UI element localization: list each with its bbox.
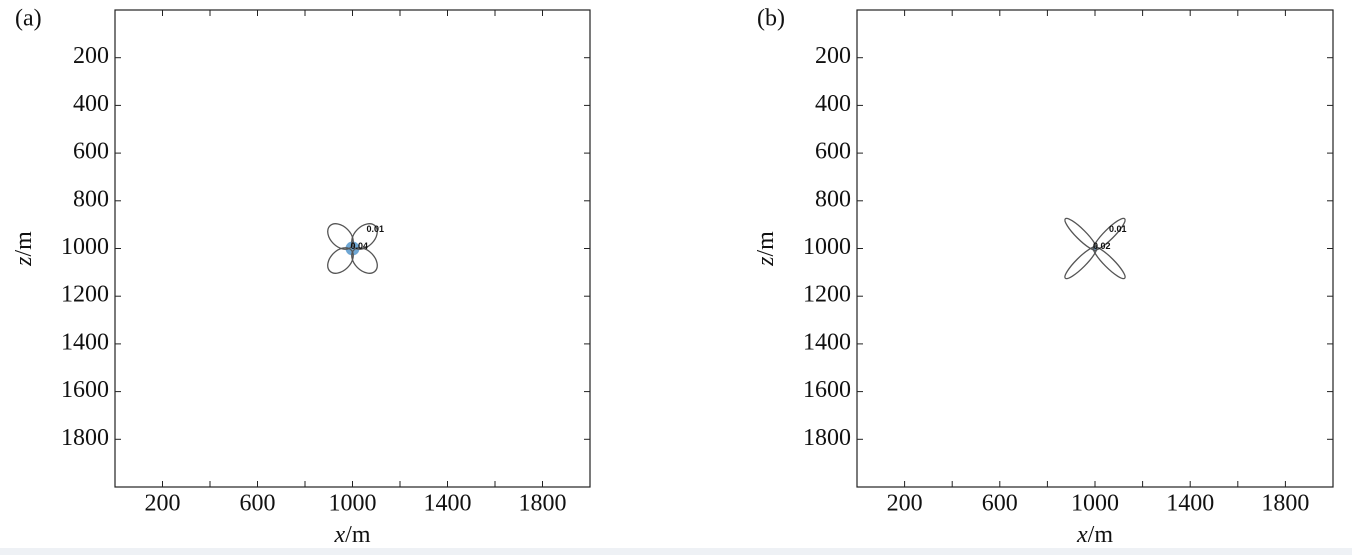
axis-var: z <box>753 256 779 267</box>
contour-label: 0.01 <box>367 224 385 234</box>
y-tick-label: 800 <box>815 186 851 212</box>
y-tick-label: 1600 <box>61 377 109 403</box>
x-tick-label: 1000 <box>329 491 377 517</box>
x-tick-label: 600 <box>240 491 276 517</box>
x-tick-label: 200 <box>145 491 181 517</box>
y-tick-label: 400 <box>815 91 851 117</box>
y-tick-label: 1000 <box>803 234 851 260</box>
y-tick-label: 600 <box>73 139 109 165</box>
contour-group <box>1064 217 1126 280</box>
y-tick-label: 1800 <box>803 425 851 451</box>
y-tick-label: 1000 <box>61 234 109 260</box>
contour-label: 0.02 <box>1093 241 1111 251</box>
x-tick-label: 1400 <box>424 491 472 517</box>
contour-core <box>345 241 360 256</box>
panel-label: (a) <box>15 6 42 32</box>
axis-unit: /m <box>753 231 779 257</box>
axis-unit: /m <box>345 522 371 548</box>
contour-label: 0.04 <box>351 241 369 251</box>
contour-group <box>327 223 378 274</box>
y-tick-label: 1200 <box>61 282 109 308</box>
y-tick-label: 1200 <box>803 282 851 308</box>
contour-lobe <box>327 247 354 274</box>
y-axis-label: z/m <box>753 231 779 267</box>
x-axis-label: x/m <box>334 522 371 548</box>
x-tick-label: 1400 <box>1166 491 1214 517</box>
y-tick-label: 200 <box>815 43 851 69</box>
y-tick-label: 200 <box>73 43 109 69</box>
y-tick-label: 800 <box>73 186 109 212</box>
axis-var: z <box>11 256 37 267</box>
y-tick-label: 1600 <box>803 377 851 403</box>
panel-label: (b) <box>757 6 785 32</box>
axis-var: x <box>334 522 346 548</box>
bottom-strip <box>0 548 1352 555</box>
y-tick-label: 1800 <box>61 425 109 451</box>
y-axis-label: z/m <box>11 231 37 267</box>
axis-var: x <box>1076 522 1088 548</box>
y-tick-label: 400 <box>73 91 109 117</box>
contour-lobe <box>327 223 354 250</box>
axis-unit: /m <box>11 231 37 257</box>
contour-lobe <box>351 247 378 274</box>
x-axis-label: x/m <box>1076 522 1113 548</box>
x-tick-label: 200 <box>887 491 923 517</box>
y-tick-label: 1400 <box>61 329 109 355</box>
contour-label: 0.01 <box>1109 224 1127 234</box>
y-tick-label: 1400 <box>803 329 851 355</box>
x-tick-label: 1800 <box>1261 491 1309 517</box>
contour-lobe <box>351 223 378 250</box>
x-tick-label: 1000 <box>1071 491 1119 517</box>
x-tick-label: 1800 <box>519 491 567 517</box>
y-tick-label: 600 <box>815 139 851 165</box>
contour-lobe <box>1092 217 1126 251</box>
axis-unit: /m <box>1088 522 1114 548</box>
x-tick-label: 600 <box>982 491 1018 517</box>
